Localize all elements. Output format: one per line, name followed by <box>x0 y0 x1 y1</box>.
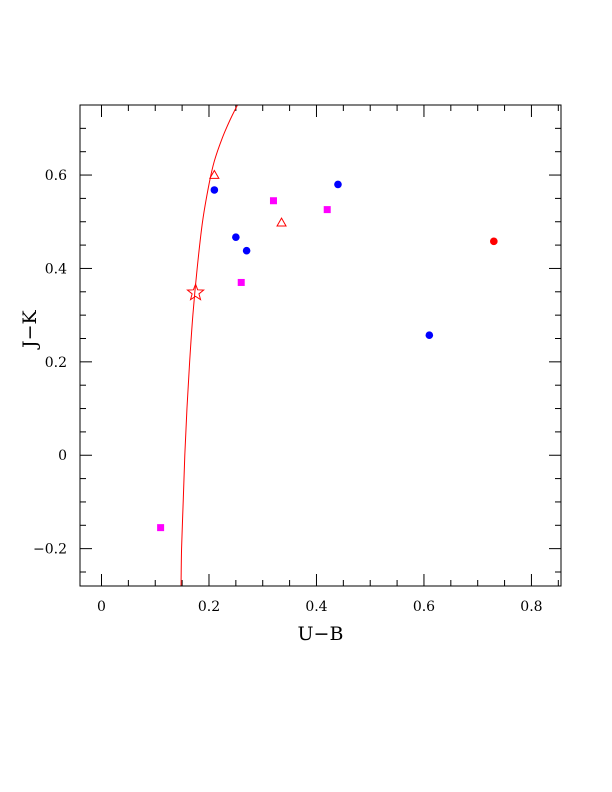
x-tick-label: 0 <box>97 599 106 615</box>
x-axis-title: U−B <box>298 623 344 645</box>
y-tick-label: 0.6 <box>45 168 67 184</box>
blue-circle-point <box>242 246 251 255</box>
open-star-point <box>186 282 205 301</box>
plot-frame <box>79 104 562 587</box>
x-tick-label: 0.2 <box>198 599 220 615</box>
open-triangle-point <box>276 217 287 227</box>
model-curve <box>180 105 238 586</box>
y-tick-label: −0.2 <box>33 542 67 558</box>
x-tick-label: 0.8 <box>520 599 542 615</box>
y-tick-labels: −0.2 0 0.2 0.4 0.6 <box>33 168 67 558</box>
x-tick-label: 0.6 <box>413 599 435 615</box>
magenta-square-point <box>269 197 277 205</box>
magenta-square-point <box>323 206 331 214</box>
magenta-square-point <box>237 278 245 286</box>
model-curve-layer <box>180 105 238 586</box>
y-tick-label: 0.2 <box>45 355 67 371</box>
red-circle-point <box>490 237 498 246</box>
blue-circle-point <box>425 331 434 340</box>
y-tick-label: 0.4 <box>45 261 67 277</box>
magenta-square-point <box>157 524 165 532</box>
blue-circle-point <box>334 180 342 189</box>
x-tick-label: 0.4 <box>305 599 327 615</box>
blue-circle-point <box>232 233 240 241</box>
y-tick-label: 0 <box>58 448 67 464</box>
axis-ticks <box>80 104 561 586</box>
open-triangle-point <box>208 169 220 179</box>
x-tick-labels: 0 0.2 0.4 0.6 0.8 <box>97 599 543 615</box>
data-points-layer <box>157 169 498 532</box>
blue-circle-point <box>210 186 219 194</box>
y-axis-title: J−K <box>19 309 41 350</box>
